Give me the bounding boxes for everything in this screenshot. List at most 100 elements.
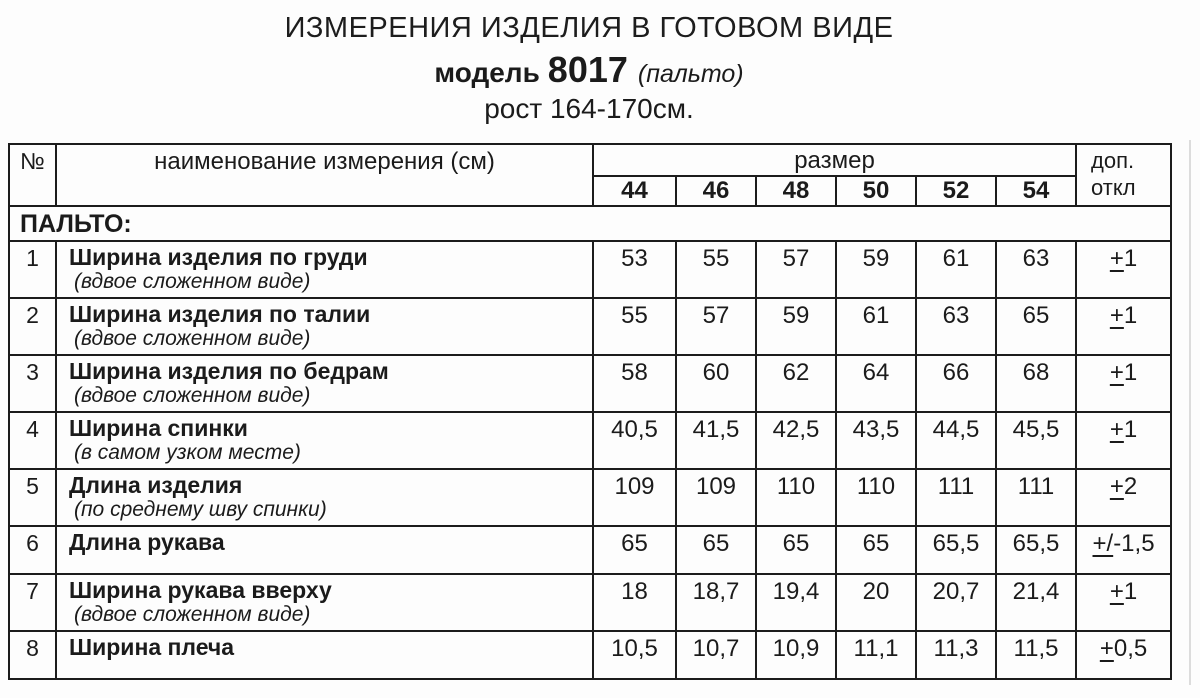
- measurement-label: Ширина изделия по талии: [69, 301, 371, 327]
- table-row: 6 Длина рукава 65 65 65 65 65,5 65,5 +/-…: [8, 525, 1173, 575]
- value-cell-size-44: 55: [592, 297, 677, 356]
- tolerance-cell: +0,5: [1075, 630, 1173, 680]
- value-cell-size-48: 42,5: [755, 411, 837, 470]
- row-number: 6: [8, 525, 57, 575]
- tolerance-cell: +1: [1075, 297, 1173, 356]
- value-cell-size-54: 21,4: [994, 573, 1078, 632]
- measurement-label: Длина изделия: [69, 472, 243, 498]
- tolerance-sign: +: [1109, 245, 1124, 272]
- value-cell-size-48: 57: [755, 240, 837, 299]
- value-cell-size-48: 59: [755, 297, 837, 356]
- row-number: 2: [8, 297, 57, 356]
- model-label: модель: [434, 57, 540, 88]
- value-cell-size-48: 110: [755, 468, 837, 527]
- table-header-row-1: № наименование измерения (см) размер доп…: [8, 143, 1173, 207]
- measurement-label: Длина рукава: [69, 529, 225, 555]
- measurement-label: Ширина изделия по груди: [69, 244, 368, 270]
- tolerance-sign: +: [1099, 635, 1114, 662]
- size-col-54: 54: [994, 175, 1078, 207]
- document-title: ИЗМЕРЕНИЯ ИЗДЕЛИЯ В ГОТОВОМ ВИДЕ: [284, 12, 894, 44]
- tolerance-value: 1: [1123, 302, 1138, 329]
- measurement-name-cell: Ширина плеча: [55, 630, 594, 680]
- value-cell-size-44: 65: [592, 525, 677, 575]
- model-type: (пальто): [637, 60, 744, 88]
- row-number: 4: [8, 411, 57, 470]
- size-col-50: 50: [835, 175, 917, 207]
- document-header: ИЗМЕРЕНИЯ ИЗДЕЛИЯ В ГОТОВОМ ВИДЕ модель 8…: [8, 12, 1170, 125]
- measurement-name-cell: Ширина изделия по талии (вдвое сложенном…: [55, 297, 594, 356]
- value-cell-size-52: 111: [915, 468, 997, 527]
- size-col-52: 52: [915, 175, 997, 207]
- tolerance-value: -1,5: [1113, 530, 1155, 557]
- value-cell-size-52: 65,5: [915, 525, 997, 575]
- tolerance-cell: +1: [1075, 240, 1173, 299]
- measurement-name-cell: Ширина изделия по бедрам (вдвое сложенно…: [55, 354, 594, 413]
- value-cell-size-50: 110: [835, 468, 917, 527]
- value-cell-size-54: 63: [994, 240, 1078, 299]
- tolerance-sign: +: [1109, 359, 1124, 386]
- measurement-note: (вдвое сложенном виде): [74, 384, 311, 407]
- value-cell-size-52: 66: [915, 354, 997, 413]
- tolerance-value: 1: [1123, 245, 1138, 272]
- scan-artifact-line: [1189, 140, 1191, 685]
- measurement-name-cell: Ширина спинки (в самом узком месте): [55, 411, 594, 470]
- table-row: 5 Длина изделия (по среднему шву спинки)…: [8, 468, 1173, 527]
- col-header-size: размер: [591, 143, 1078, 177]
- value-cell-size-50: 20: [835, 573, 917, 632]
- tolerance-cell: +1: [1075, 354, 1173, 413]
- tolerance-value: 0,5: [1113, 635, 1148, 662]
- tolerance-cell: +/-1,5: [1075, 525, 1173, 575]
- value-cell-size-46: 65: [675, 525, 757, 575]
- tolerance-cell: +2: [1075, 468, 1173, 527]
- value-cell-size-50: 65: [835, 525, 917, 575]
- table-row: 8 Ширина плеча 10,5 10,7 10,9 11,1 11,3 …: [8, 630, 1173, 680]
- value-cell-size-50: 61: [835, 297, 917, 356]
- measurement-note: (вдвое сложенном виде): [74, 327, 311, 350]
- value-cell-size-46: 57: [675, 297, 757, 356]
- row-number: 7: [8, 573, 57, 632]
- value-cell-size-44: 109: [592, 468, 677, 527]
- tolerance-value: 2: [1123, 473, 1138, 500]
- measurement-name-cell: Длина изделия (по среднему шву спинки): [55, 468, 594, 527]
- value-cell-size-50: 64: [835, 354, 917, 413]
- value-cell-size-50: 43,5: [835, 411, 917, 470]
- value-cell-size-44: 10,5: [592, 630, 677, 680]
- tolerance-value: 1: [1123, 359, 1138, 386]
- model-number: 8017: [547, 49, 628, 90]
- tolerance-sign: +/: [1092, 530, 1114, 557]
- value-cell-size-52: 20,7: [915, 573, 997, 632]
- section-row: ПАЛЬТО:: [7, 205, 1173, 242]
- value-cell-size-48: 62: [755, 354, 837, 413]
- row-number: 3: [8, 354, 57, 413]
- measurement-label: Ширина плеча: [69, 634, 235, 660]
- value-cell-size-48: 65: [755, 525, 837, 575]
- col-header-tolerance: доп. откл: [1075, 143, 1173, 207]
- value-cell-size-48: 19,4: [755, 573, 837, 632]
- measurements-table: № наименование измерения (см) размер доп…: [7, 143, 1173, 680]
- table-row: 1 Ширина изделия по груди (вдвое сложенн…: [8, 240, 1173, 299]
- value-cell-size-48: 10,9: [755, 630, 837, 680]
- value-cell-size-44: 40,5: [592, 411, 677, 470]
- measurement-label: Ширина рукава вверху: [69, 577, 332, 603]
- size-col-44: 44: [592, 175, 677, 207]
- table-row: 2 Ширина изделия по талии (вдвое сложенн…: [8, 297, 1173, 356]
- tolerance-value: 1: [1123, 416, 1138, 443]
- row-number: 8: [8, 630, 57, 680]
- table-row: 3 Ширина изделия по бедрам (вдвое сложен…: [8, 354, 1173, 413]
- value-cell-size-54: 65: [994, 297, 1078, 356]
- tolerance-sign: +: [1109, 473, 1124, 500]
- value-cell-size-52: 11,3: [915, 630, 997, 680]
- value-cell-size-44: 58: [592, 354, 677, 413]
- value-cell-size-54: 45,5: [994, 411, 1078, 470]
- row-number: 5: [8, 468, 57, 527]
- tolerance-header-line1: доп.: [1091, 148, 1135, 173]
- tolerance-cell: +1: [1075, 411, 1173, 470]
- section-label: ПАЛЬТО:: [7, 205, 1173, 242]
- value-cell-size-46: 60: [675, 354, 757, 413]
- height-range: рост 164-170см.: [484, 93, 694, 124]
- measurement-label: Ширина спинки: [69, 415, 248, 441]
- value-cell-size-50: 11,1: [835, 630, 917, 680]
- col-header-number: №: [8, 143, 57, 207]
- table-row: 7 Ширина рукава вверху (вдвое сложенном …: [8, 573, 1173, 632]
